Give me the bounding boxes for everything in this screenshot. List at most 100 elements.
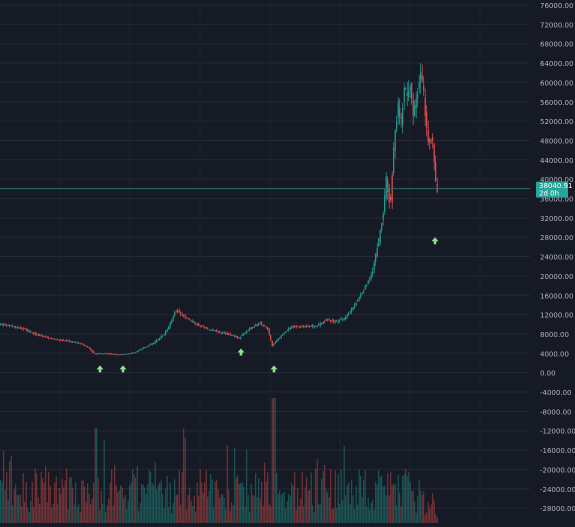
volume-bar (133, 474, 135, 523)
candle-body (429, 138, 431, 143)
volume-bar (195, 511, 197, 523)
volume-bar (226, 445, 228, 523)
volume-bar (417, 496, 419, 523)
volume-bar (219, 497, 221, 523)
candle-body (211, 329, 213, 331)
volume-bar (66, 468, 68, 523)
volume-bar (142, 484, 144, 523)
candle-body (307, 326, 309, 327)
candle-body (328, 319, 330, 321)
candle-body (282, 334, 284, 336)
volume-bar (49, 485, 51, 523)
candle-body (369, 277, 371, 280)
volume-bar (0, 480, 2, 523)
volume-bar (99, 510, 101, 523)
volume-bar (114, 465, 116, 523)
candle-body (418, 82, 420, 89)
volume-bar (187, 495, 189, 523)
candle-body (409, 87, 411, 91)
candle-body (18, 327, 20, 329)
candle-body (342, 318, 344, 320)
candle-body (288, 328, 290, 331)
candle-body (379, 230, 381, 242)
volume-bar (3, 450, 5, 523)
volume-bar (304, 487, 306, 523)
price-axis[interactable]: 76000.00 72000.00 68000.00 64000.00 60000.00… (540, 2, 575, 513)
volume-bar (169, 482, 171, 523)
volume-bar (94, 428, 96, 523)
volume-bar (366, 506, 368, 523)
candle-body (142, 347, 144, 349)
volume-bar (214, 481, 216, 523)
volume-bar (42, 478, 44, 523)
candle-body (399, 107, 401, 118)
candle-body (52, 338, 54, 340)
candle-body (421, 75, 423, 80)
volume-bar (72, 487, 74, 523)
candle-body (75, 342, 77, 343)
candle-body (310, 325, 312, 327)
candle-body (168, 326, 170, 330)
candle-body (324, 321, 326, 323)
volume-bar (426, 512, 428, 523)
volume-bar (393, 483, 395, 523)
volume-bar (312, 504, 314, 523)
volume-bar (420, 490, 422, 523)
candle-body (426, 111, 428, 129)
volume-bar (154, 461, 156, 523)
volume-bar (387, 472, 389, 523)
volume-bar (418, 480, 420, 523)
volume-bar (268, 504, 270, 523)
candle-body (210, 329, 212, 331)
candle-body (93, 351, 95, 354)
candle-body (223, 332, 225, 334)
volume-bar (430, 504, 432, 523)
candle-body (268, 329, 270, 335)
candle-body (270, 335, 272, 340)
candle-body (280, 335, 282, 338)
candle-body (435, 162, 437, 182)
volume-bar (67, 509, 69, 523)
volume-bar (315, 468, 317, 523)
volume-bar (220, 494, 222, 523)
volume-bar (369, 509, 371, 523)
candle-body (189, 318, 191, 320)
volume-bar (22, 472, 24, 523)
volume-bar (189, 487, 191, 523)
candle-body (219, 331, 221, 333)
volume-bar (247, 494, 249, 523)
candle-body (19, 327, 21, 329)
candle-body (109, 353, 111, 355)
candle-body (208, 329, 210, 331)
volume-bar (240, 483, 242, 523)
candle-body (186, 317, 188, 319)
candle-body (214, 330, 216, 332)
volume-bar (15, 484, 17, 523)
candle-body (90, 348, 92, 350)
candle-body (348, 313, 350, 316)
volume-bar (409, 481, 411, 523)
volume-bar (211, 479, 213, 523)
candle-body (138, 350, 140, 352)
candle-body (64, 340, 66, 342)
candle-body (388, 188, 390, 203)
volume-bar (319, 504, 321, 523)
candle-body (97, 353, 99, 355)
volume-bar (316, 459, 318, 523)
candle-body (295, 326, 297, 328)
volume-bar (372, 499, 374, 523)
candle-body (360, 294, 362, 297)
price-axis-label: 76000.00 (540, 2, 573, 10)
volume-bar (19, 494, 21, 523)
candle-body (423, 85, 425, 91)
volume-bar (241, 482, 243, 523)
candle-body (84, 345, 86, 347)
candle-body (228, 333, 230, 335)
volume-bar (325, 489, 327, 523)
candle-body (313, 326, 315, 327)
volume-bar (69, 477, 71, 523)
volume-bar (204, 482, 206, 523)
volume-bar (207, 496, 209, 523)
